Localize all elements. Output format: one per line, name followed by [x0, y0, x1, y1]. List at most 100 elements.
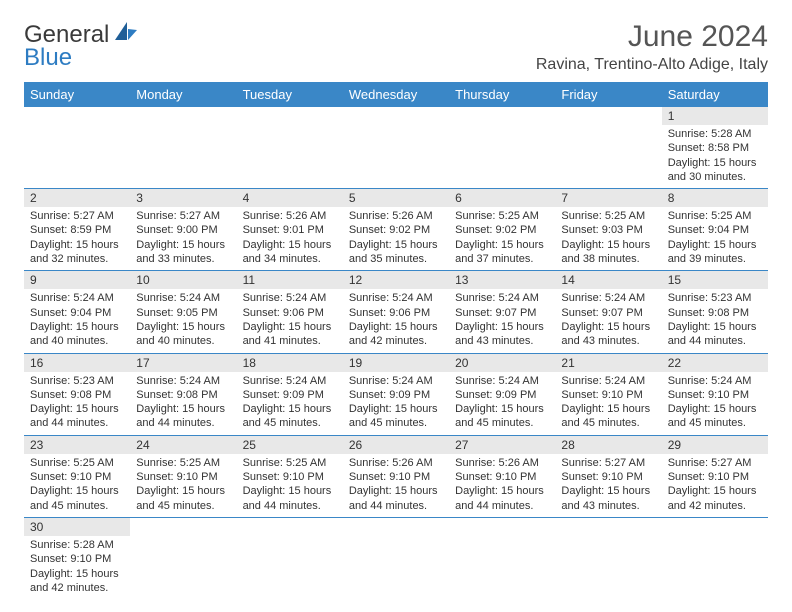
day-details: Sunrise: 5:24 AMSunset: 9:07 PMDaylight:… [555, 289, 661, 352]
day-number: 17 [130, 354, 236, 372]
calendar-table: Sunday Monday Tuesday Wednesday Thursday… [24, 82, 768, 599]
weekday-header: Friday [555, 82, 661, 107]
day-details [449, 123, 555, 129]
day-details: Sunrise: 5:24 AMSunset: 9:10 PMDaylight:… [555, 372, 661, 435]
day-number [130, 107, 236, 123]
calendar-cell: 1Sunrise: 5:28 AMSunset: 8:58 PMDaylight… [662, 107, 768, 189]
day-details: Sunrise: 5:25 AMSunset: 9:10 PMDaylight:… [237, 454, 343, 517]
calendar-cell [343, 107, 449, 189]
day-details: Sunrise: 5:24 AMSunset: 9:08 PMDaylight:… [130, 372, 236, 435]
day-number [24, 107, 130, 123]
day-details: Sunrise: 5:25 AMSunset: 9:10 PMDaylight:… [24, 454, 130, 517]
day-details [130, 534, 236, 540]
day-details [343, 123, 449, 129]
day-number: 9 [24, 271, 130, 289]
day-details: Sunrise: 5:27 AMSunset: 9:10 PMDaylight:… [555, 454, 661, 517]
weekday-header: Tuesday [237, 82, 343, 107]
calendar-cell: 28Sunrise: 5:27 AMSunset: 9:10 PMDayligh… [555, 435, 661, 517]
day-number: 25 [237, 436, 343, 454]
calendar-cell: 26Sunrise: 5:26 AMSunset: 9:10 PMDayligh… [343, 435, 449, 517]
calendar-row: 16Sunrise: 5:23 AMSunset: 9:08 PMDayligh… [24, 353, 768, 435]
day-number: 23 [24, 436, 130, 454]
day-number: 16 [24, 354, 130, 372]
weekday-header-row: Sunday Monday Tuesday Wednesday Thursday… [24, 82, 768, 107]
calendar-cell: 10Sunrise: 5:24 AMSunset: 9:05 PMDayligh… [130, 271, 236, 353]
day-number: 24 [130, 436, 236, 454]
calendar-cell: 15Sunrise: 5:23 AMSunset: 9:08 PMDayligh… [662, 271, 768, 353]
calendar-cell [237, 517, 343, 599]
calendar-cell: 5Sunrise: 5:26 AMSunset: 9:02 PMDaylight… [343, 189, 449, 271]
calendar-row: 2Sunrise: 5:27 AMSunset: 8:59 PMDaylight… [24, 189, 768, 271]
day-details: Sunrise: 5:24 AMSunset: 9:06 PMDaylight:… [237, 289, 343, 352]
day-details: Sunrise: 5:26 AMSunset: 9:10 PMDaylight:… [449, 454, 555, 517]
calendar-cell: 16Sunrise: 5:23 AMSunset: 9:08 PMDayligh… [24, 353, 130, 435]
header: General June 2024 Ravina, Trentino-Alto … [24, 20, 768, 74]
day-number [343, 107, 449, 123]
day-details [343, 534, 449, 540]
calendar-cell: 24Sunrise: 5:25 AMSunset: 9:10 PMDayligh… [130, 435, 236, 517]
month-title: June 2024 [536, 20, 768, 54]
calendar-row: 23Sunrise: 5:25 AMSunset: 9:10 PMDayligh… [24, 435, 768, 517]
calendar-row: 1Sunrise: 5:28 AMSunset: 8:58 PMDaylight… [24, 107, 768, 189]
calendar-cell [343, 517, 449, 599]
calendar-cell: 9Sunrise: 5:24 AMSunset: 9:04 PMDaylight… [24, 271, 130, 353]
day-details: Sunrise: 5:26 AMSunset: 9:02 PMDaylight:… [343, 207, 449, 270]
day-details: Sunrise: 5:24 AMSunset: 9:10 PMDaylight:… [662, 372, 768, 435]
calendar-cell: 29Sunrise: 5:27 AMSunset: 9:10 PMDayligh… [662, 435, 768, 517]
calendar-cell: 13Sunrise: 5:24 AMSunset: 9:07 PMDayligh… [449, 271, 555, 353]
calendar-cell: 6Sunrise: 5:25 AMSunset: 9:02 PMDaylight… [449, 189, 555, 271]
calendar-cell: 11Sunrise: 5:24 AMSunset: 9:06 PMDayligh… [237, 271, 343, 353]
day-number: 20 [449, 354, 555, 372]
day-number: 10 [130, 271, 236, 289]
day-details: Sunrise: 5:24 AMSunset: 9:05 PMDaylight:… [130, 289, 236, 352]
day-number: 1 [662, 107, 768, 125]
day-details: Sunrise: 5:27 AMSunset: 9:00 PMDaylight:… [130, 207, 236, 270]
calendar-cell [24, 107, 130, 189]
day-number: 28 [555, 436, 661, 454]
day-number: 30 [24, 518, 130, 536]
day-details: Sunrise: 5:24 AMSunset: 9:07 PMDaylight:… [449, 289, 555, 352]
day-details: Sunrise: 5:25 AMSunset: 9:04 PMDaylight:… [662, 207, 768, 270]
day-number [555, 107, 661, 123]
day-number [449, 107, 555, 123]
day-details: Sunrise: 5:28 AMSunset: 9:10 PMDaylight:… [24, 536, 130, 599]
sail-icon [113, 20, 139, 49]
weekday-header: Saturday [662, 82, 768, 107]
day-number: 2 [24, 189, 130, 207]
day-number: 12 [343, 271, 449, 289]
day-details [130, 123, 236, 129]
calendar-cell: 18Sunrise: 5:24 AMSunset: 9:09 PMDayligh… [237, 353, 343, 435]
calendar-row: 30Sunrise: 5:28 AMSunset: 9:10 PMDayligh… [24, 517, 768, 599]
day-details: Sunrise: 5:26 AMSunset: 9:01 PMDaylight:… [237, 207, 343, 270]
day-number: 14 [555, 271, 661, 289]
day-number: 18 [237, 354, 343, 372]
calendar-cell: 14Sunrise: 5:24 AMSunset: 9:07 PMDayligh… [555, 271, 661, 353]
day-number: 15 [662, 271, 768, 289]
calendar-cell: 17Sunrise: 5:24 AMSunset: 9:08 PMDayligh… [130, 353, 236, 435]
calendar-cell: 3Sunrise: 5:27 AMSunset: 9:00 PMDaylight… [130, 189, 236, 271]
calendar-cell: 8Sunrise: 5:25 AMSunset: 9:04 PMDaylight… [662, 189, 768, 271]
calendar-cell: 7Sunrise: 5:25 AMSunset: 9:03 PMDaylight… [555, 189, 661, 271]
calendar-cell [237, 107, 343, 189]
calendar-cell: 4Sunrise: 5:26 AMSunset: 9:01 PMDaylight… [237, 189, 343, 271]
weekday-header: Wednesday [343, 82, 449, 107]
day-number: 8 [662, 189, 768, 207]
day-number: 27 [449, 436, 555, 454]
day-number: 19 [343, 354, 449, 372]
day-details [555, 123, 661, 129]
weekday-header: Sunday [24, 82, 130, 107]
day-number [662, 518, 768, 534]
day-details [449, 534, 555, 540]
day-details [555, 534, 661, 540]
day-number: 21 [555, 354, 661, 372]
day-number: 6 [449, 189, 555, 207]
calendar-cell [555, 517, 661, 599]
day-number [130, 518, 236, 534]
day-number: 11 [237, 271, 343, 289]
day-number [343, 518, 449, 534]
day-details: Sunrise: 5:25 AMSunset: 9:02 PMDaylight:… [449, 207, 555, 270]
day-details: Sunrise: 5:24 AMSunset: 9:09 PMDaylight:… [343, 372, 449, 435]
calendar-cell [449, 107, 555, 189]
calendar-cell: 2Sunrise: 5:27 AMSunset: 8:59 PMDaylight… [24, 189, 130, 271]
calendar-cell: 12Sunrise: 5:24 AMSunset: 9:06 PMDayligh… [343, 271, 449, 353]
